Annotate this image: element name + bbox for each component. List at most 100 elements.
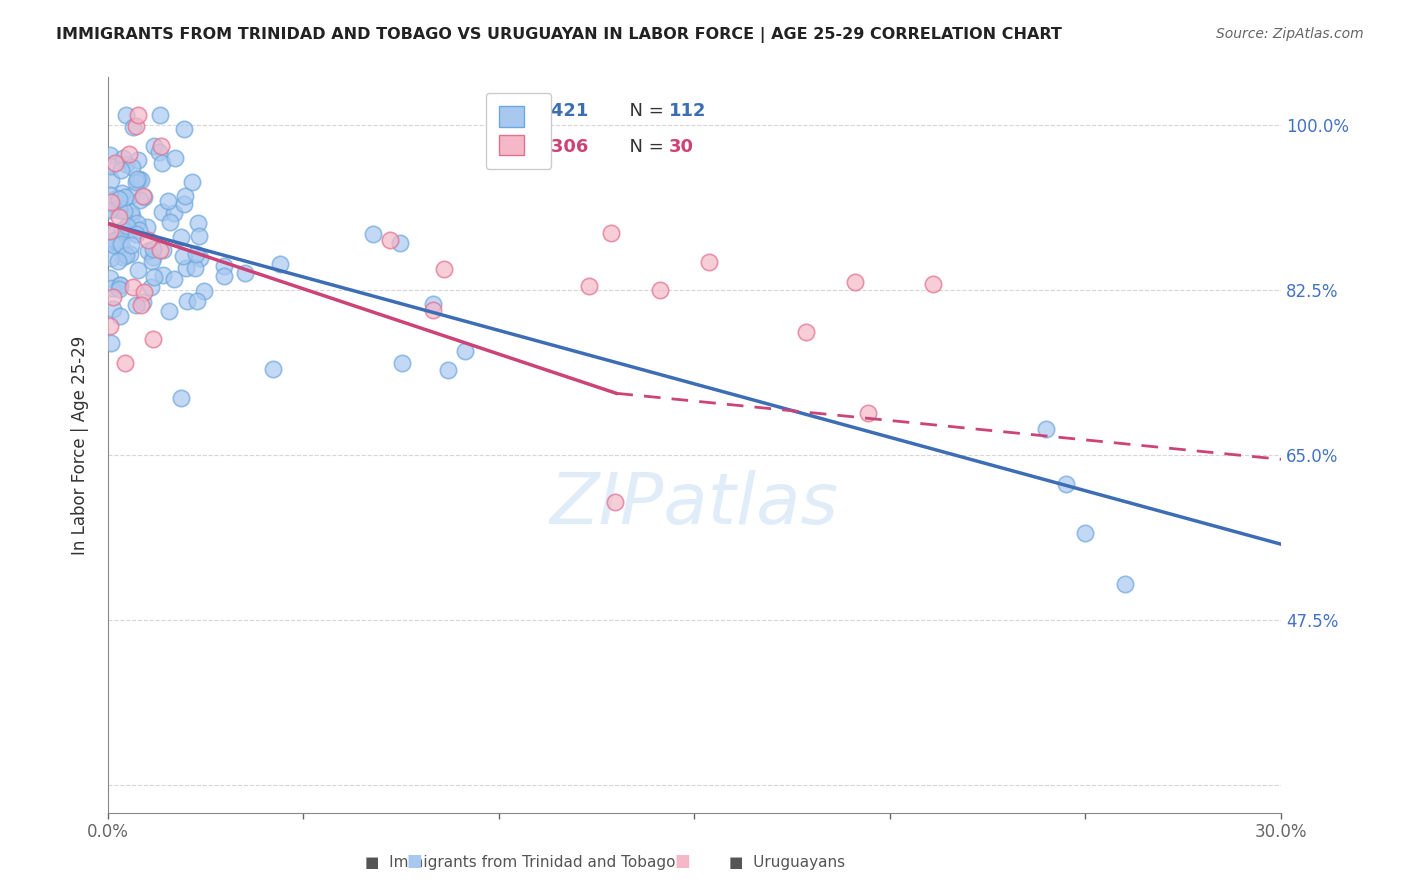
Text: R =: R =	[489, 102, 529, 120]
Immigrants from Trinidad and Tobago	[110, 223, 132, 237]
Y-axis label: In Labor Force | Age 25-29: In Labor Force | Age 25-29	[72, 335, 89, 555]
Immigrants from Trinidad and Tobago	[1074, 526, 1097, 541]
Immigrants from Trinidad and Tobago	[170, 230, 193, 244]
Immigrants from Trinidad and Tobago	[101, 196, 124, 211]
Immigrants from Trinidad and Tobago	[142, 250, 165, 264]
Immigrants from Trinidad and Tobago	[125, 176, 148, 190]
Immigrants from Trinidad and Tobago	[121, 209, 143, 223]
Immigrants from Trinidad and Tobago	[108, 200, 131, 214]
Immigrants from Trinidad and Tobago	[150, 204, 173, 219]
Uruguayans	[796, 325, 818, 339]
Uruguayans	[578, 278, 600, 293]
Immigrants from Trinidad and Tobago	[125, 216, 148, 230]
Immigrants from Trinidad and Tobago	[187, 216, 209, 230]
Immigrants from Trinidad and Tobago	[129, 172, 152, 186]
Immigrants from Trinidad and Tobago	[110, 237, 132, 252]
Immigrants from Trinidad and Tobago	[363, 227, 385, 241]
Immigrants from Trinidad and Tobago	[152, 243, 174, 257]
Uruguayans	[921, 277, 943, 291]
Text: N =: N =	[619, 138, 669, 156]
Immigrants from Trinidad and Tobago	[107, 254, 129, 268]
Immigrants from Trinidad and Tobago	[134, 190, 156, 204]
Immigrants from Trinidad and Tobago	[115, 219, 138, 233]
Immigrants from Trinidad and Tobago	[98, 271, 121, 285]
Uruguayans	[104, 156, 127, 170]
Immigrants from Trinidad and Tobago	[188, 251, 211, 265]
Immigrants from Trinidad and Tobago	[163, 271, 186, 285]
Text: -0.306: -0.306	[524, 138, 589, 156]
Uruguayans	[697, 255, 720, 269]
Uruguayans	[101, 291, 124, 305]
Immigrants from Trinidad and Tobago	[107, 237, 129, 252]
Immigrants from Trinidad and Tobago	[142, 243, 165, 257]
Immigrants from Trinidad and Tobago	[174, 260, 197, 275]
Immigrants from Trinidad and Tobago	[100, 159, 122, 173]
Immigrants from Trinidad and Tobago	[104, 194, 127, 209]
Immigrants from Trinidad and Tobago	[98, 147, 121, 161]
Uruguayans	[122, 280, 145, 294]
Text: ■  Immigrants from Trinidad and Tobago: ■ Immigrants from Trinidad and Tobago	[366, 855, 675, 870]
Immigrants from Trinidad and Tobago	[110, 163, 132, 178]
Text: -0.421: -0.421	[524, 102, 589, 120]
Immigrants from Trinidad and Tobago	[391, 355, 413, 369]
Immigrants from Trinidad and Tobago	[174, 188, 197, 202]
Uruguayans	[124, 120, 146, 134]
Immigrants from Trinidad and Tobago	[389, 235, 412, 250]
Immigrants from Trinidad and Tobago	[100, 173, 122, 187]
Immigrants from Trinidad and Tobago	[104, 226, 127, 240]
Immigrants from Trinidad and Tobago	[111, 250, 134, 264]
Text: N =: N =	[619, 102, 669, 120]
Legend: , : ,	[486, 93, 551, 169]
Immigrants from Trinidad and Tobago	[121, 160, 143, 174]
Immigrants from Trinidad and Tobago	[269, 257, 291, 271]
Immigrants from Trinidad and Tobago	[165, 151, 187, 165]
Immigrants from Trinidad and Tobago	[212, 268, 235, 283]
Immigrants from Trinidad and Tobago	[176, 294, 198, 309]
Immigrants from Trinidad and Tobago	[193, 284, 215, 298]
Uruguayans	[98, 224, 121, 238]
Immigrants from Trinidad and Tobago	[104, 234, 127, 248]
Text: 112: 112	[669, 102, 706, 120]
Immigrants from Trinidad and Tobago	[183, 261, 205, 276]
Uruguayans	[149, 243, 172, 257]
Immigrants from Trinidad and Tobago	[121, 120, 143, 135]
Immigrants from Trinidad and Tobago	[143, 270, 166, 285]
Immigrants from Trinidad and Tobago	[159, 215, 181, 229]
Immigrants from Trinidad and Tobago	[184, 247, 207, 261]
Uruguayans	[100, 195, 122, 210]
Uruguayans	[127, 108, 149, 122]
Immigrants from Trinidad and Tobago	[132, 294, 155, 309]
Immigrants from Trinidad and Tobago	[173, 122, 195, 136]
Text: 30: 30	[669, 138, 693, 156]
Immigrants from Trinidad and Tobago	[114, 190, 136, 204]
Immigrants from Trinidad and Tobago	[101, 301, 124, 316]
Uruguayans	[132, 285, 155, 300]
Immigrants from Trinidad and Tobago	[120, 247, 142, 261]
Immigrants from Trinidad and Tobago	[100, 281, 122, 295]
Immigrants from Trinidad and Tobago	[157, 303, 180, 318]
Immigrants from Trinidad and Tobago	[108, 203, 131, 218]
Uruguayans	[136, 233, 159, 247]
Immigrants from Trinidad and Tobago	[115, 157, 138, 171]
Text: ■: ■	[406, 852, 423, 870]
Immigrants from Trinidad and Tobago	[437, 362, 460, 376]
Uruguayans	[150, 139, 173, 153]
Immigrants from Trinidad and Tobago	[127, 153, 149, 167]
Immigrants from Trinidad and Tobago	[120, 238, 142, 252]
Immigrants from Trinidad and Tobago	[186, 293, 208, 308]
Immigrants from Trinidad and Tobago	[108, 192, 131, 206]
Immigrants from Trinidad and Tobago	[163, 206, 186, 220]
Immigrants from Trinidad and Tobago	[1035, 422, 1057, 436]
Immigrants from Trinidad and Tobago	[152, 268, 174, 283]
Immigrants from Trinidad and Tobago	[149, 108, 172, 122]
Immigrants from Trinidad and Tobago	[141, 253, 163, 268]
Immigrants from Trinidad and Tobago	[120, 204, 142, 219]
Immigrants from Trinidad and Tobago	[172, 249, 194, 263]
Immigrants from Trinidad and Tobago	[188, 228, 211, 243]
Text: ■  Uruguayans: ■ Uruguayans	[730, 855, 845, 870]
Uruguayans	[844, 275, 866, 289]
Uruguayans	[380, 233, 402, 247]
Text: ■: ■	[673, 852, 690, 870]
Uruguayans	[603, 495, 626, 509]
Immigrants from Trinidad and Tobago	[98, 187, 121, 202]
